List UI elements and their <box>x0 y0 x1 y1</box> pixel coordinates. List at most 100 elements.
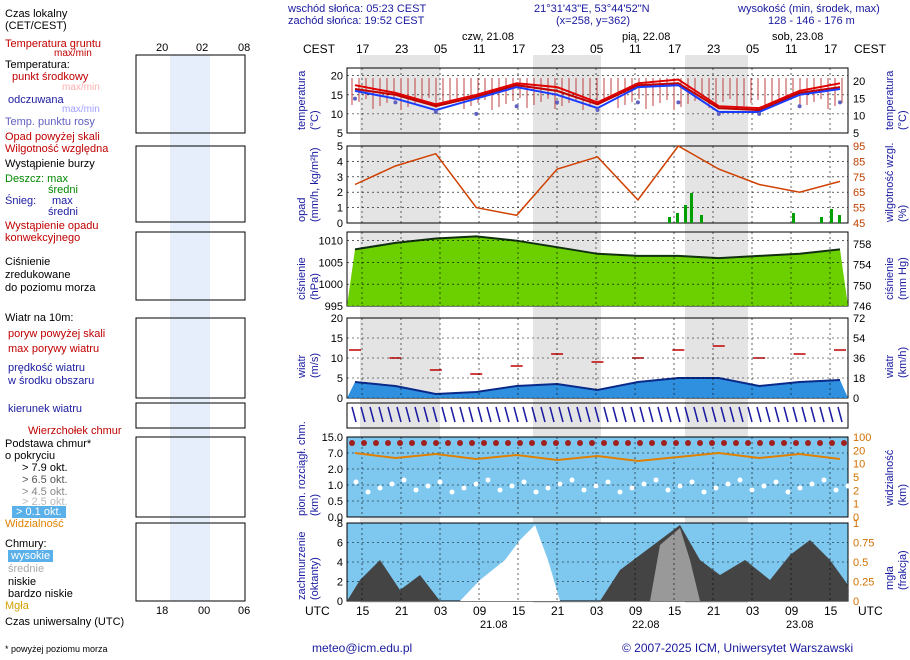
day-label-3: sob, 23.08 <box>772 31 824 43</box>
wind-arrow <box>450 406 456 423</box>
tick-label: 54 <box>853 333 865 345</box>
cloud-base-dot <box>521 479 527 485</box>
wind-arrow <box>837 406 843 423</box>
legend-okt1: > 7.9 okt. <box>22 462 68 474</box>
axis-title-cb_r2: (km) <box>897 484 909 506</box>
cloud-base-dot <box>545 485 551 491</box>
cest-tick: 23 <box>395 42 409 56</box>
cloud-base-dot <box>761 483 767 489</box>
cest-tick: 05 <box>434 42 448 56</box>
grid-text: (x=258, y=362) <box>556 15 630 27</box>
dew-point <box>555 100 560 105</box>
tick-label: 2 <box>337 577 343 589</box>
wind-arrow <box>585 406 591 423</box>
cloud-top-dot <box>409 440 415 446</box>
height-values: 128 - 146 - 176 m <box>768 15 855 27</box>
wind-arrow <box>567 406 573 423</box>
axis-title-wind_r: wiatr <box>884 354 896 378</box>
cloud-base-dot <box>497 487 503 493</box>
day-label-2: pią, 22.08 <box>622 31 671 43</box>
cloud-top-dot <box>757 440 763 446</box>
tick-label: 758 <box>853 239 871 251</box>
cloud-top-dot <box>421 440 427 446</box>
cloud-top-dot <box>457 440 463 446</box>
legend-panel <box>135 402 246 429</box>
contact-email[interactable]: meteo@icm.edu.pl <box>312 641 413 655</box>
precip-bar <box>690 193 693 223</box>
day-label-1: czw, 21.08 <box>462 31 514 43</box>
cloud-base-dot <box>401 477 407 483</box>
axis-title-prec_l2: (mm/h, kg/m²h) <box>309 147 321 222</box>
axis-title-temp_l2: (°C) <box>309 110 321 130</box>
tick-label: 995 <box>325 301 343 313</box>
wind-arrow <box>639 406 645 423</box>
cloud-top-dot <box>637 440 643 446</box>
tick-label: 15 <box>331 333 343 345</box>
utc-tick: 03 <box>590 604 604 618</box>
cloud-top-dot <box>817 440 823 446</box>
legend-okt2: > 6.5 okt. <box>22 474 68 486</box>
tick-label: 8 <box>337 518 343 530</box>
wind-arrow <box>432 406 438 423</box>
cloud-base-dot <box>617 489 623 495</box>
precip-bar <box>700 215 703 223</box>
cloud-base-dot <box>509 483 515 489</box>
wind-arrow <box>513 406 519 423</box>
cloud-base-dot <box>797 485 803 491</box>
legend-conv: Wystąpienie opadu <box>5 220 99 232</box>
wind-arrow <box>531 406 537 423</box>
wind-arrow <box>792 406 798 423</box>
cloud-top-dot <box>493 440 499 446</box>
legend-gust-max: max porywy wiatru <box>8 343 100 355</box>
pressure-line <box>354 235 841 260</box>
legend-night-band <box>170 55 210 601</box>
cloud-top-dot <box>373 440 379 446</box>
legend-local-time2: (CET/CEST) <box>5 20 67 32</box>
wind-arrow <box>819 406 825 423</box>
cloud-base-dot <box>629 485 635 491</box>
cloud-base-dot <box>785 489 791 495</box>
tick-label: 15.0 <box>322 432 343 444</box>
precip-bar <box>838 215 841 223</box>
tick-label: 2 <box>337 187 343 199</box>
wind-arrow <box>540 406 546 423</box>
legend-panel <box>135 145 246 223</box>
tick-label: 10 <box>853 111 865 123</box>
wind-arrow <box>684 406 690 423</box>
tick-label: 0.25 <box>853 577 874 589</box>
tz-right: CEST <box>854 42 887 56</box>
utc-tick: 21 <box>395 604 409 618</box>
tick-label: 0 <box>853 596 859 608</box>
legend-okt4: > 2.5 okt. <box>22 496 68 508</box>
tz-left: CEST <box>303 42 336 56</box>
cloud-top-dot <box>673 440 679 446</box>
dew-point <box>433 109 438 114</box>
legend-snow: Śnieg: <box>5 195 37 207</box>
legend-mid: średnie <box>8 563 45 575</box>
tick-label: 1005 <box>319 257 343 269</box>
legend-pressure: Ciśnienie <box>5 256 51 268</box>
legend-storm: Wystąpienie burzy <box>5 158 95 170</box>
precip-bar <box>830 209 833 223</box>
axis-title-pres_l2: (hPa) <box>309 273 321 300</box>
axis-title-cc_r: mgła <box>884 566 896 590</box>
axis-title-prec_r: wilgotność wzgl. <box>884 142 896 222</box>
legend-very-low: bardzo niskie <box>8 588 73 600</box>
cloud-top-dot <box>469 440 475 446</box>
utc-tick: 09 <box>473 604 487 618</box>
tick-label: 0 <box>337 596 343 608</box>
tick-label: 0 <box>853 393 859 405</box>
cloud-base-dot <box>377 485 383 491</box>
dew-point <box>635 100 640 105</box>
cloud-base-dot <box>749 487 755 493</box>
axis-title-cb_r: widzialność <box>884 449 896 506</box>
wind-arrow <box>459 406 465 423</box>
dew-point <box>757 111 762 116</box>
cloud-base-dot <box>413 487 419 493</box>
legend-cloud-base2: o pokryciu <box>5 450 56 462</box>
cloud-top-dot <box>745 440 751 446</box>
cloud-top-dot <box>565 440 571 446</box>
cloud-base-dot <box>593 483 599 489</box>
dew-point <box>353 96 357 101</box>
cest-tick: 17 <box>356 42 370 56</box>
